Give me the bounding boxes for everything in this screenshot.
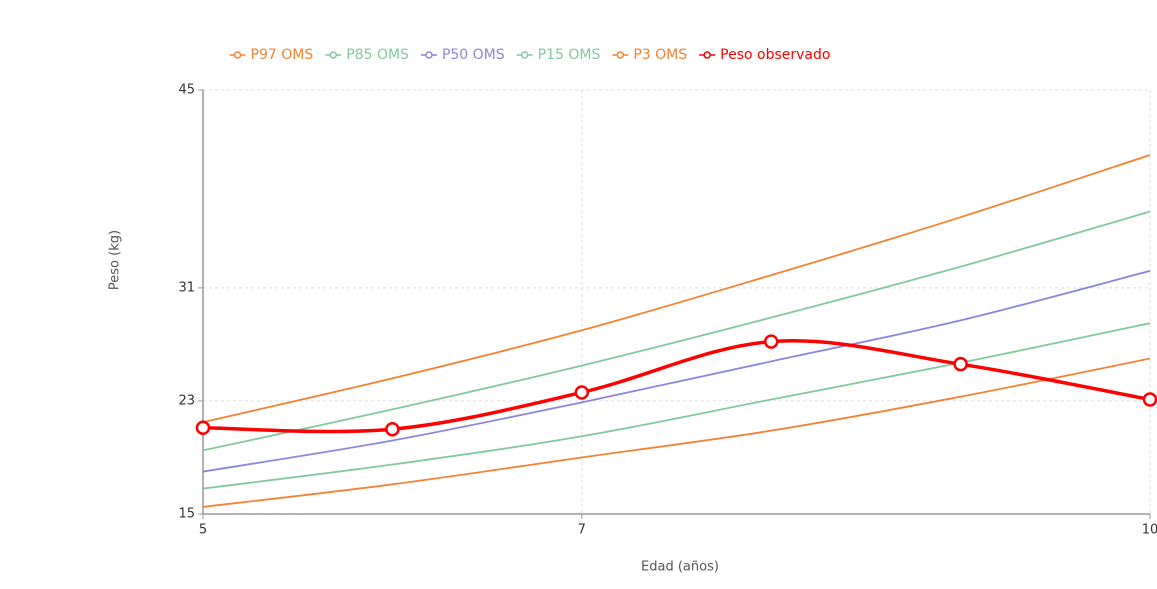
data-point xyxy=(953,356,968,372)
legend-label: Peso observado xyxy=(720,47,830,63)
legend-item: P15 OMS xyxy=(516,47,601,63)
legend-marker xyxy=(703,51,711,59)
series-line xyxy=(202,210,1151,452)
legend-label: P97 OMS xyxy=(251,47,314,63)
x-tick-label: 7 xyxy=(578,523,586,538)
legend-label: P85 OMS xyxy=(346,47,409,63)
x-tick-label: 5 xyxy=(199,523,207,538)
data-point xyxy=(385,421,400,437)
data-point xyxy=(1142,392,1157,407)
y-axis-label: Peso (kg) xyxy=(108,230,123,290)
legend-marker xyxy=(616,51,625,59)
legend-label: P15 OMS xyxy=(538,47,601,63)
series-line xyxy=(202,339,1151,434)
data-point xyxy=(763,334,779,349)
y-tick-label: 23 xyxy=(178,393,195,408)
series-line xyxy=(202,357,1151,508)
y-tick-label: 31 xyxy=(178,280,195,295)
legend-item: P97 OMS xyxy=(229,47,314,63)
legend-marker xyxy=(329,51,337,59)
legend-item: P85 OMS xyxy=(325,47,409,63)
series-line xyxy=(202,154,1151,424)
series-line xyxy=(202,270,1151,473)
legend-label: P3 OMS xyxy=(633,47,687,63)
legend-marker xyxy=(425,51,433,59)
y-tick-label: 15 xyxy=(178,507,195,522)
x-tick-label: 10 xyxy=(1142,523,1157,538)
x-axis-label: Edad (años) xyxy=(641,560,719,575)
data-point xyxy=(195,420,211,436)
legend-label: P50 OMS xyxy=(442,47,505,63)
legend-item: Peso observado xyxy=(699,47,830,63)
legend: P97 OMS P85 OMS P50 OMS P15 OMS P3 OMS Peso o… xyxy=(229,47,830,63)
legend-marker xyxy=(233,51,242,59)
y-tick-label: 45 xyxy=(178,83,195,98)
series-line xyxy=(202,322,1151,490)
legend-marker xyxy=(520,51,529,59)
legend-item: P50 OMS xyxy=(420,47,505,63)
legend-item: P3 OMS xyxy=(612,47,687,63)
data-point xyxy=(574,385,590,400)
